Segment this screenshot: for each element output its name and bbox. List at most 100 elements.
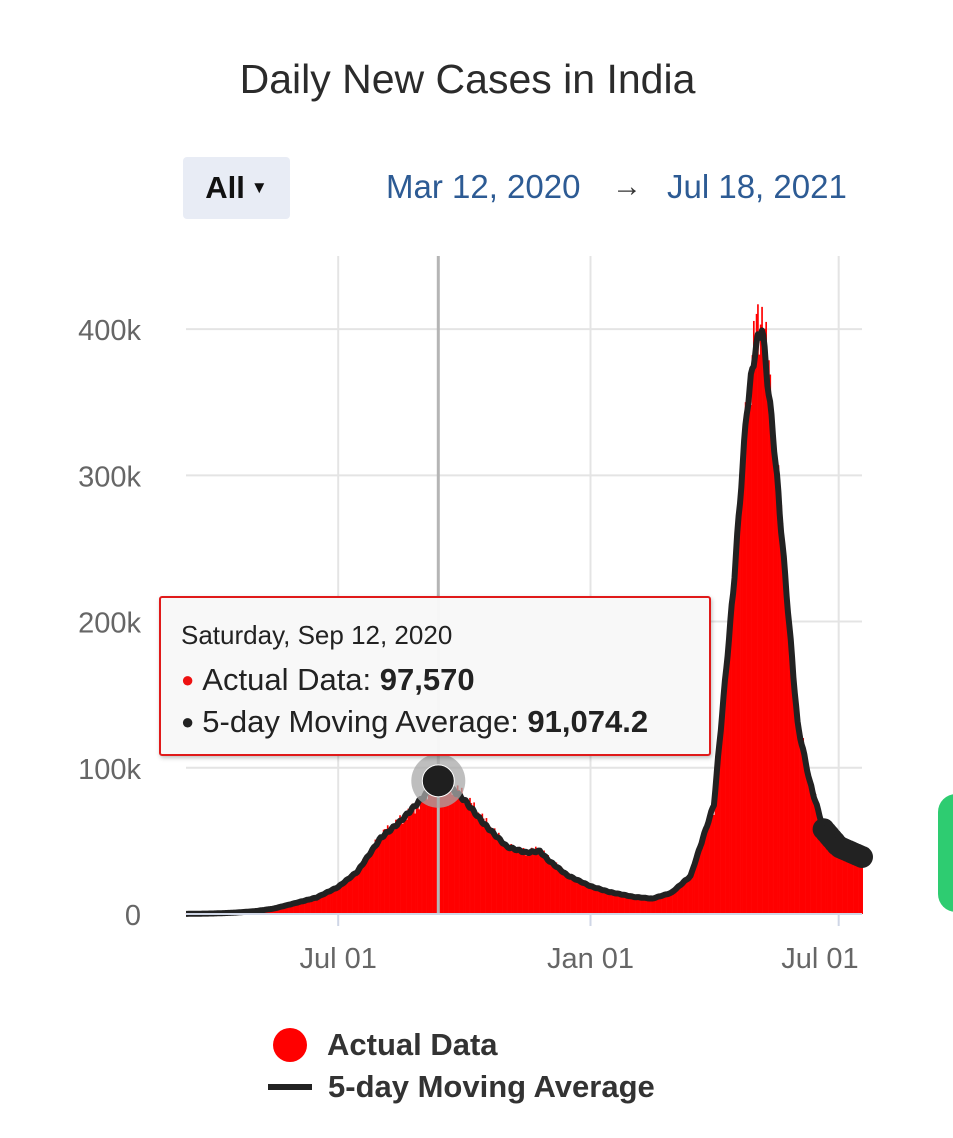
bar	[673, 891, 676, 914]
bar	[344, 882, 347, 914]
bar	[281, 906, 283, 914]
bar	[295, 903, 297, 914]
bar	[670, 892, 673, 914]
bar	[569, 875, 571, 914]
bar	[694, 864, 696, 914]
y-tick-label: 400k	[78, 315, 141, 347]
bar	[481, 813, 484, 914]
tooltip-ma-row: ● 5-day Moving Average: 91,074.2	[181, 701, 709, 743]
bar	[639, 898, 641, 914]
legend-item-actual[interactable]: Actual Data	[268, 1024, 655, 1066]
bar	[846, 849, 848, 914]
y-tick-label: 100k	[78, 754, 141, 786]
range-select-dropdown[interactable]: All ▼	[183, 157, 290, 219]
bar	[848, 854, 851, 914]
bar	[585, 884, 588, 914]
bar	[393, 829, 396, 914]
bar	[632, 896, 634, 914]
bar	[580, 878, 582, 914]
bar	[428, 788, 430, 914]
bar	[648, 899, 651, 914]
bar	[596, 886, 599, 914]
tooltip-ma-value: 91,074.2	[527, 704, 649, 739]
bar	[651, 900, 654, 914]
bar	[433, 775, 436, 914]
bar	[325, 891, 327, 914]
bar	[677, 887, 680, 914]
bar	[499, 839, 501, 914]
bar	[717, 764, 720, 914]
bar	[465, 797, 467, 914]
bar	[710, 819, 713, 914]
bar	[521, 851, 523, 914]
bar	[352, 876, 355, 914]
legend-label-actual: Actual Data	[327, 1027, 498, 1062]
bar	[681, 883, 684, 914]
bar	[434, 777, 437, 914]
bar	[652, 899, 655, 914]
bar	[522, 847, 525, 914]
bar	[422, 801, 425, 914]
bar	[806, 761, 809, 914]
bar	[334, 886, 337, 914]
bar	[611, 892, 614, 914]
bar	[640, 897, 643, 914]
arrow-right-icon: →	[612, 170, 642, 203]
bar	[811, 796, 814, 914]
bar	[381, 838, 384, 914]
bar	[478, 818, 481, 914]
bar	[599, 889, 602, 914]
bar	[384, 829, 386, 914]
bar	[543, 850, 545, 914]
bar	[676, 890, 678, 914]
bar	[810, 784, 813, 914]
ma-point	[851, 845, 873, 868]
bar	[714, 793, 717, 914]
bar	[338, 884, 341, 914]
bar	[537, 853, 540, 914]
bar	[410, 812, 412, 914]
bar	[814, 793, 817, 914]
bar	[603, 890, 606, 914]
bar	[772, 429, 774, 914]
bar	[602, 890, 604, 914]
bar	[828, 835, 831, 914]
legend-item-moving-average[interactable]: 5-day Moving Average	[268, 1066, 655, 1108]
bar	[353, 872, 356, 914]
side-tab[interactable]	[938, 794, 953, 912]
bar	[658, 896, 661, 914]
bar	[763, 328, 766, 914]
bar	[765, 321, 768, 915]
bar	[297, 901, 300, 914]
date-start[interactable]: Mar 12, 2020	[386, 168, 581, 205]
bar	[766, 373, 769, 914]
date-end[interactable]: Jul 18, 2021	[667, 168, 847, 205]
bar	[336, 887, 338, 914]
bar	[528, 854, 530, 914]
bar	[397, 822, 400, 914]
bar	[755, 313, 758, 914]
chart-plot[interactable]: 0 100k 200k 300k 400k Jul 01 Jan 01 Jul 01	[0, 0, 953, 1000]
bar	[330, 889, 333, 914]
bar	[443, 784, 445, 914]
bar	[430, 790, 433, 914]
legend-label-moving-average: 5-day Moving Average	[328, 1069, 655, 1104]
bar	[780, 504, 783, 914]
bar	[861, 861, 863, 914]
bar	[419, 797, 422, 914]
bar	[779, 509, 781, 914]
bar	[561, 871, 563, 914]
bar	[541, 854, 544, 914]
bar	[843, 845, 846, 914]
bar	[377, 843, 379, 914]
bar	[386, 825, 389, 914]
bar	[847, 850, 850, 914]
bar	[709, 825, 711, 914]
black-dot-icon: ●	[181, 709, 195, 734]
bar	[839, 841, 842, 914]
bar	[418, 809, 421, 914]
bar	[715, 770, 718, 914]
bar	[524, 853, 526, 914]
bar	[587, 885, 589, 914]
bar	[578, 881, 581, 914]
